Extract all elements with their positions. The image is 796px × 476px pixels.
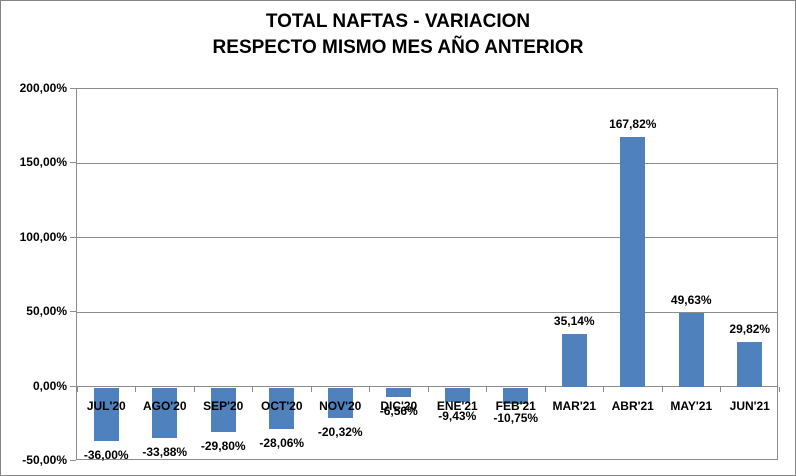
month-label: ENE'21 — [436, 398, 478, 413]
month-label: JUN'21 — [729, 398, 770, 413]
bar-value-label: -10,75% — [493, 410, 539, 425]
plot-area: JUL'20 -36,00% AGO'20 -33,88% SEP'20 -29,80% O… — [76, 88, 780, 462]
y-tick-label: 100,00% — [19, 229, 67, 244]
y-axis-tick — [70, 311, 76, 313]
category-axis-tick — [369, 386, 370, 392]
y-axis-tick — [70, 460, 76, 461]
bar-value-label: -36,00% — [83, 448, 129, 463]
category-axis-tick — [76, 386, 78, 392]
bar-value-label: -29,80% — [200, 438, 246, 453]
y-axis-tick — [70, 236, 76, 238]
bar-value-label: -33,88% — [142, 445, 188, 459]
category-axis-tick — [427, 386, 429, 392]
bar-AGO'20 — [152, 387, 178, 438]
category-axis-tick — [661, 386, 663, 392]
bar-value-label: -9,43% — [438, 408, 477, 423]
bar-value-label: 35,14% — [553, 314, 595, 329]
category-axis-tick — [135, 386, 136, 392]
category-axis-tick — [193, 386, 195, 392]
category-axis-tick — [603, 386, 604, 392]
category-axis-tick — [252, 386, 253, 392]
month-label: NOV'20 — [319, 398, 362, 413]
y-axis-tick — [70, 162, 76, 164]
chart-title: TOTAL NAFTAS - VARIACION RESPECTO MISMO … — [1, 9, 795, 61]
category-axis-tick — [310, 386, 312, 392]
category-axis-tick — [720, 386, 721, 392]
bar-MAR'21 — [561, 334, 587, 387]
bar-DIC'20 — [386, 387, 412, 398]
y-tick-label: -50,00% — [22, 453, 67, 467]
bar-value-label: 167,82% — [609, 116, 657, 131]
month-label: OCT'20 — [260, 398, 303, 413]
y-gridline — [77, 311, 777, 313]
y-gridline — [77, 162, 777, 164]
chart-title-line-1: TOTAL NAFTAS - VARIACION — [265, 11, 531, 32]
category-axis-tick — [778, 386, 780, 392]
month-label: MAY'21 — [670, 398, 713, 413]
y-gridline — [77, 237, 777, 239]
bar-FEB'21 — [503, 387, 529, 404]
y-tick-label: 0,00% — [32, 378, 67, 393]
month-label: FEB'21 — [495, 398, 536, 413]
month-label: AGO'20 — [142, 398, 187, 413]
month-label: ABR'21 — [611, 398, 654, 413]
y-axis-tick — [70, 385, 76, 387]
bar-ENE'21 — [444, 387, 470, 402]
y-tick-label: 50,00% — [26, 304, 67, 319]
bar-ABR'21 — [620, 136, 646, 387]
bar-value-label: -28,06% — [259, 436, 305, 451]
month-label: MAR'21 — [552, 398, 597, 413]
category-axis-tick — [544, 386, 546, 392]
bar-JUN'21 — [737, 342, 763, 387]
y-tick-label: 150,00% — [19, 155, 67, 170]
bar-value-label: 49,63% — [670, 292, 712, 307]
chart-title-line-2: RESPECTO MISMO MES AÑO ANTERIOR — [212, 37, 584, 58]
month-label: DIC'20 — [380, 398, 418, 413]
bar-value-label: -6,56% — [379, 404, 418, 419]
month-label: SEP'20 — [203, 398, 244, 413]
bar-NOV'20 — [327, 387, 353, 418]
bar-JUL'20 — [93, 387, 119, 442]
y-tick-label: 200,00% — [19, 81, 67, 95]
bar-value-label: -20,32% — [317, 424, 363, 439]
category-axis-tick — [486, 386, 487, 392]
zero-axis-line — [77, 386, 777, 388]
bar-OCT'20 — [269, 387, 295, 430]
bar-MAY'21 — [678, 312, 704, 387]
month-label: JUL'20 — [86, 398, 126, 413]
bar-SEP'20 — [210, 387, 236, 432]
y-axis-tick — [70, 88, 76, 89]
bar-value-label: 29,82% — [729, 322, 771, 337]
